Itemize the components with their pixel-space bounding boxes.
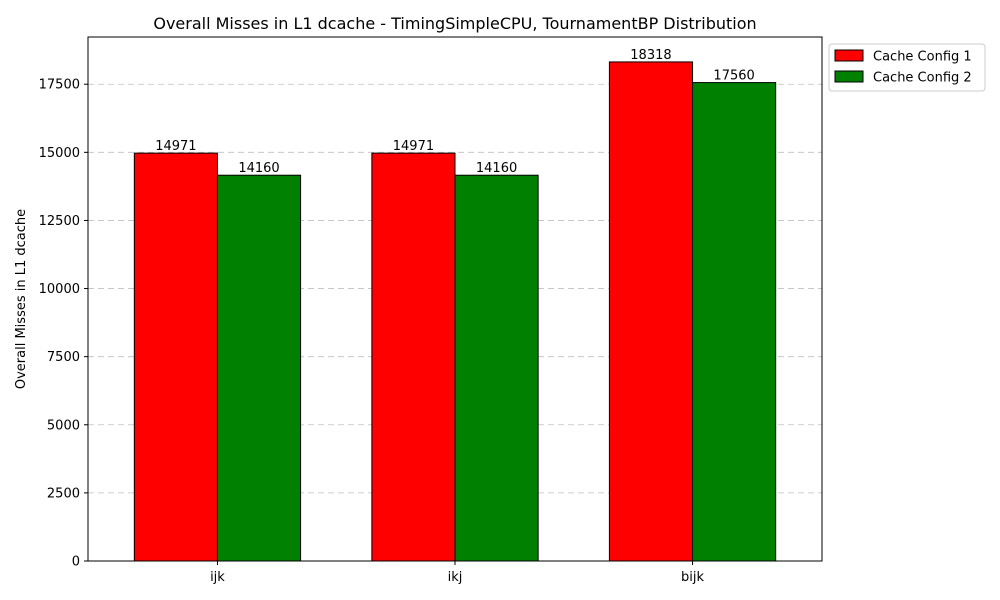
x-tick-label: bijk: [681, 570, 704, 585]
y-tick-label: 17500: [39, 78, 80, 93]
bar-ikj-series-1: [371, 152, 456, 562]
legend: Cache Config 1 Cache Config 2: [828, 43, 986, 92]
bar-ikj-series-2: [454, 174, 539, 562]
bar-bijk-series-2: [692, 82, 777, 562]
y-axis-label: Overall Misses in L1 dcache: [14, 209, 29, 389]
y-tick-label: 2500: [47, 486, 80, 501]
data-labels: 14971 14160 14971 14160 18318 17560: [155, 48, 755, 176]
x-axis-ticks: ijk ikj bijk: [210, 561, 705, 585]
x-tick-label: ijk: [210, 570, 225, 585]
y-tick-label: 5000: [47, 418, 80, 433]
y-tick-label: 15000: [39, 146, 80, 161]
bar-ijk-series-2: [216, 174, 302, 562]
data-label: 14971: [155, 139, 196, 154]
data-label: 17560: [713, 69, 754, 84]
legend-label: Cache Config 1: [873, 50, 972, 65]
bar-bijk-series-1: [608, 61, 694, 562]
y-tick-label: 7500: [47, 350, 80, 365]
bar-ijk-series-1: [133, 152, 218, 562]
legend-swatch: [834, 70, 864, 83]
chart-title: Overall Misses in L1 dcache - TimingSimp…: [153, 14, 756, 33]
legend-frame: [828, 43, 986, 92]
legend-swatch: [834, 49, 864, 62]
x-tick-label: ikj: [448, 570, 463, 585]
y-tick-label: 0: [72, 555, 80, 570]
data-label: 14971: [393, 139, 434, 154]
y-tick-label: 12500: [39, 214, 80, 229]
data-label: 14160: [238, 161, 279, 176]
bars: [133, 61, 777, 562]
y-tick-label: 10000: [39, 282, 80, 297]
data-label: 14160: [476, 161, 517, 176]
data-label: 18318: [630, 48, 671, 63]
legend-label: Cache Config 2: [873, 71, 972, 86]
y-axis-ticks: 0 2500 5000 7500 10000 12500 15000 17500: [39, 78, 88, 570]
